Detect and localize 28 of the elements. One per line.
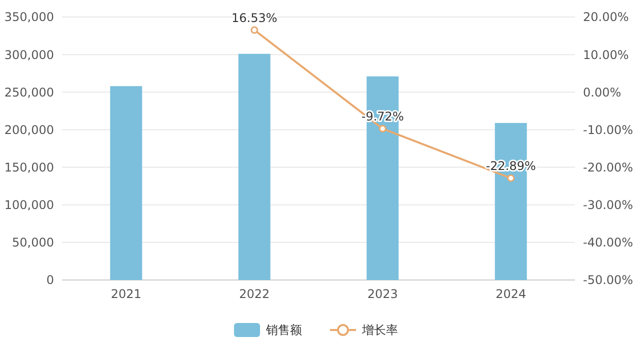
point xyxy=(507,174,515,182)
data-label: 16.53% xyxy=(231,11,278,26)
x-tick-label: 2024 xyxy=(496,287,526,301)
y-tick-label: 100,000 xyxy=(4,198,54,212)
y2-tick-label: 0.00% xyxy=(583,85,622,100)
y2-tick-label: 20.00% xyxy=(583,10,629,24)
y2-tick-label: -50.00% xyxy=(583,273,634,288)
x-tick-label: 2021 xyxy=(110,287,142,301)
x-tick-label: 2023 xyxy=(367,287,398,301)
bar xyxy=(238,54,270,280)
y2-tick-label: -20.00% xyxy=(583,160,634,174)
y2-tick-label: -10.00% xyxy=(583,122,634,137)
y-tick-label: 50,000 xyxy=(12,236,54,250)
point xyxy=(250,26,258,34)
point xyxy=(378,124,386,132)
bar xyxy=(110,86,142,280)
legend-label: 增长率 xyxy=(361,323,398,338)
legend-label: 销售额 xyxy=(265,323,302,338)
y-tick-label: 200,000 xyxy=(4,122,54,137)
y-tick-label: 0 xyxy=(46,273,54,288)
y-tick-label: 300,000 xyxy=(4,48,54,62)
y-tick-label: 350,000 xyxy=(4,10,54,24)
x-tick-label: 2022 xyxy=(239,287,270,301)
y2-tick-label: -30.00% xyxy=(583,198,634,212)
y-tick-label: 150,000 xyxy=(4,160,54,174)
y-tick-label: 250,000 xyxy=(4,85,54,100)
y2-tick-label: 10.00% xyxy=(583,48,629,62)
y2-tick-label: -40.00% xyxy=(583,236,634,250)
